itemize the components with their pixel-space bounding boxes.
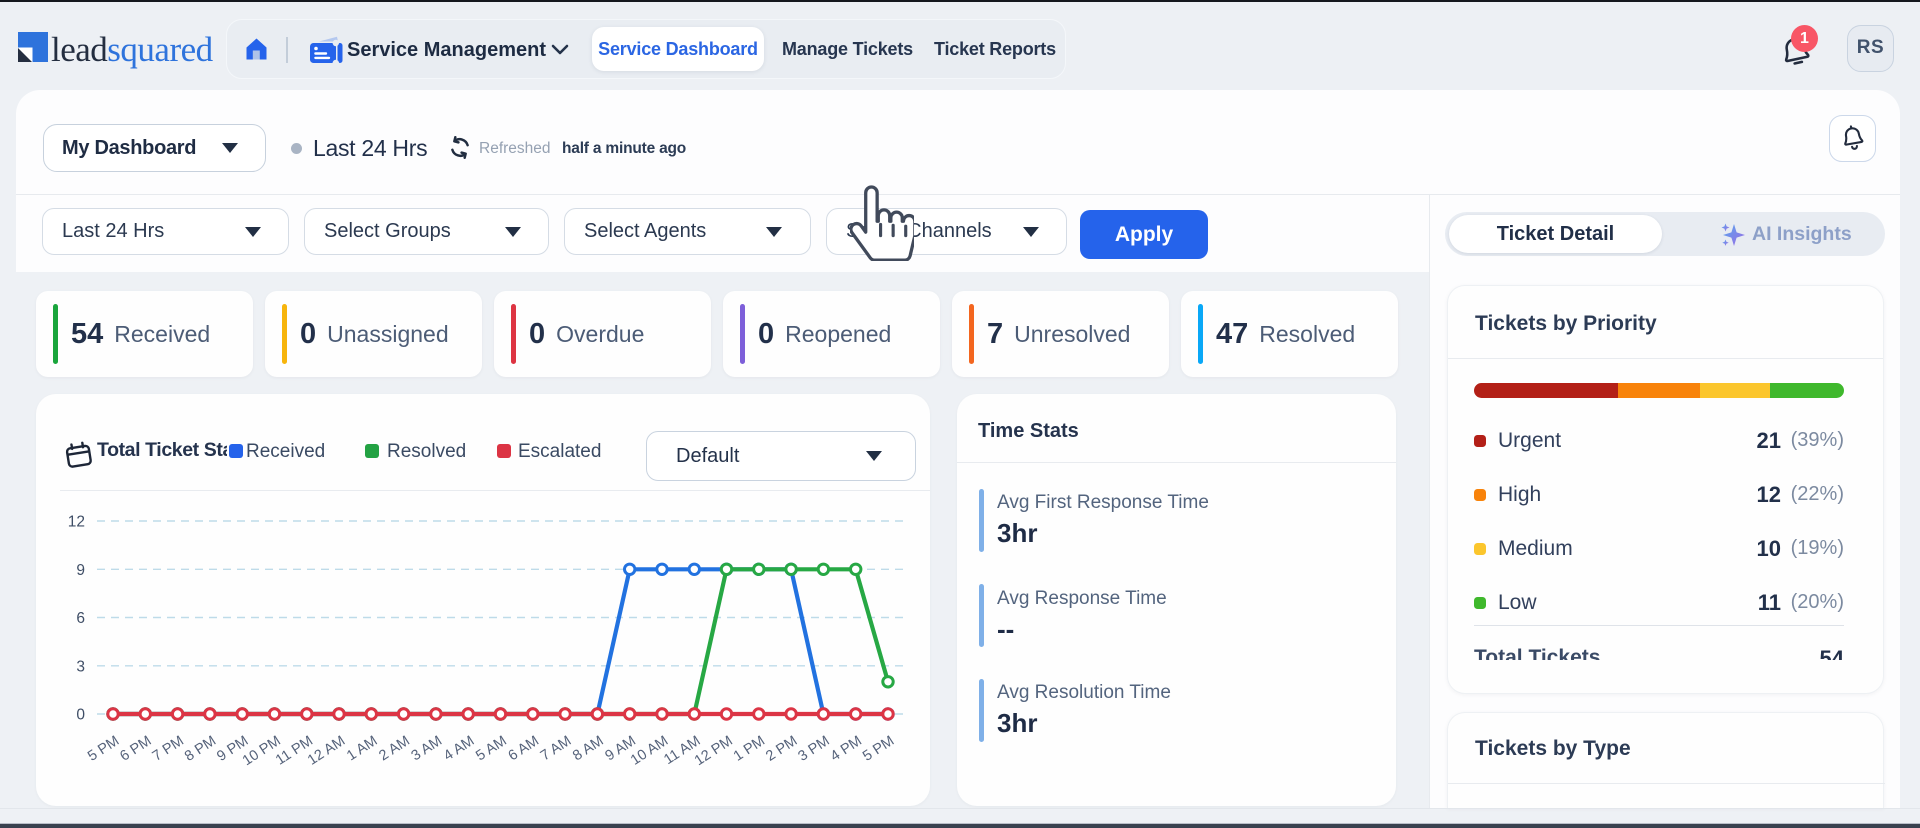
svg-text:0: 0 <box>76 707 85 724</box>
svg-text:4 AM: 4 AM <box>441 733 477 764</box>
svg-text:7 AM: 7 AM <box>538 733 574 764</box>
svg-text:10 PM: 10 PM <box>240 733 284 769</box>
svg-text:5 PM: 5 PM <box>85 733 122 765</box>
svg-text:9: 9 <box>76 562 85 579</box>
svg-text:5 PM: 5 PM <box>860 733 897 765</box>
svg-text:1 AM: 1 AM <box>344 733 380 764</box>
svg-text:3 PM: 3 PM <box>795 733 832 765</box>
svg-text:1 PM: 1 PM <box>731 733 768 765</box>
svg-text:12 PM: 12 PM <box>692 733 736 769</box>
svg-text:7 PM: 7 PM <box>150 733 187 765</box>
svg-text:12: 12 <box>68 514 85 531</box>
svg-text:4 PM: 4 PM <box>828 733 865 765</box>
svg-text:6: 6 <box>76 610 85 627</box>
svg-text:3 AM: 3 AM <box>409 733 445 764</box>
svg-text:2 AM: 2 AM <box>376 733 412 764</box>
svg-text:12 AM: 12 AM <box>305 733 348 769</box>
svg-text:8 AM: 8 AM <box>570 733 606 764</box>
svg-text:3: 3 <box>76 658 85 675</box>
svg-text:6 AM: 6 AM <box>506 733 542 764</box>
svg-text:10 AM: 10 AM <box>628 733 671 769</box>
svg-text:6 PM: 6 PM <box>117 733 154 765</box>
svg-text:8 PM: 8 PM <box>182 733 219 765</box>
svg-text:5 AM: 5 AM <box>473 733 509 764</box>
svg-text:2 PM: 2 PM <box>763 733 800 765</box>
